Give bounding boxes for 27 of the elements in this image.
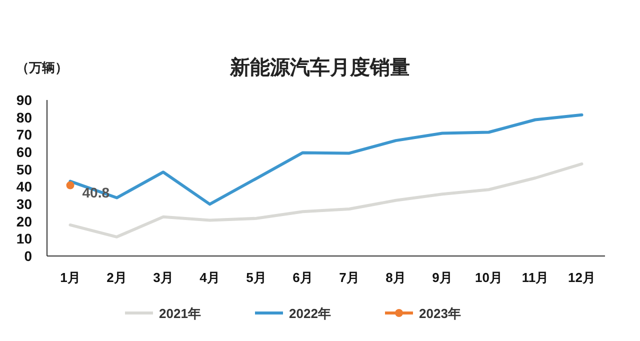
y-tick-label: 60 (16, 144, 32, 160)
y-tick-label: 40 (16, 178, 32, 195)
x-tick-label: 4月 (200, 270, 220, 285)
y-tick-label: 0 (24, 248, 32, 264)
x-tick-label: 2月 (106, 270, 127, 285)
x-tick-label: 8月 (386, 270, 406, 285)
x-tick-label: 12月 (568, 270, 596, 285)
x-tick-label: 9月 (432, 270, 452, 285)
y-tick-label: 10 (16, 230, 32, 247)
legend-label: 2023年 (419, 306, 461, 321)
x-tick-label: 6月 (292, 270, 313, 285)
y-axis-title: （万辆） (16, 60, 68, 75)
x-tick-label: 10月 (475, 270, 502, 285)
y-tick-label: 20 (16, 213, 32, 230)
y-tick-label: 70 (16, 126, 32, 143)
legend-label: 2022年 (289, 306, 331, 321)
y-tick-label: 90 (16, 92, 32, 108)
x-tick-label: 11月 (522, 270, 549, 285)
chart-title: 新能源汽车月度销量 (229, 56, 410, 79)
x-tick-label: 5月 (246, 270, 266, 285)
x-tick-label: 3月 (153, 270, 174, 285)
y-tick-label: 30 (16, 196, 32, 212)
y-tick-label: 80 (16, 109, 32, 126)
x-tick-label: 7月 (339, 270, 360, 285)
legend-label: 2021年 (159, 306, 201, 321)
y-tick-label: 50 (16, 161, 32, 178)
x-tick-label: 1月 (60, 270, 80, 285)
